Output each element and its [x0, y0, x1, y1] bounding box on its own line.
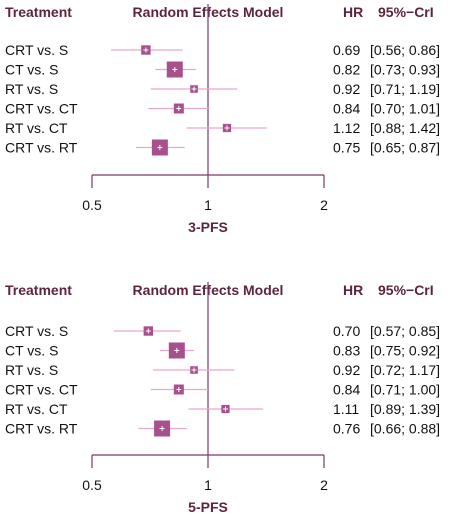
header-hr: HR: [343, 4, 363, 20]
row-hr-value: 1.12: [333, 120, 360, 136]
row-label: CRT vs. RT: [5, 140, 78, 156]
header-hr: HR: [343, 282, 363, 298]
row-credible-interval: [0.71; 1.00]: [370, 382, 440, 398]
x-tick-label: 2: [320, 477, 328, 493]
forest-panel-2: Treatment Random Effects Model HR 95%−CrICR…: [5, 282, 440, 515]
row-label: CT vs. S: [5, 343, 58, 359]
header-treatment: Treatment: [5, 282, 72, 298]
row-credible-interval: [0.71; 1.19]: [370, 81, 440, 97]
row-hr-value: 1.11: [333, 401, 359, 417]
row-hr-value: 0.70: [333, 323, 360, 339]
x-tick-label: 1: [204, 477, 212, 493]
row-hr-value: 0.76: [333, 421, 360, 437]
row-label: CRT vs. RT: [5, 421, 78, 437]
row-hr-value: 0.84: [333, 101, 360, 117]
row-hr-value: 0.69: [333, 42, 360, 58]
row-label: RT vs. CT: [5, 120, 68, 136]
row-credible-interval: [0.66; 0.88]: [370, 421, 440, 437]
x-axis-title: 5-PFS: [188, 499, 228, 515]
header-credible-interval: 95%−CrI: [378, 4, 434, 20]
x-tick-label: 1: [204, 197, 212, 213]
row-label: CT vs. S: [5, 62, 58, 78]
header-credible-interval: 95%−CrI: [378, 282, 434, 298]
header-treatment: Treatment: [5, 4, 72, 20]
row-credible-interval: [0.88; 1.42]: [370, 120, 440, 136]
row-hr-value: 0.83: [333, 343, 360, 359]
row-credible-interval: [0.89; 1.39]: [370, 401, 440, 417]
forest-panel-1: Treatment Random Effects Model HR 95%−CrICR…: [5, 4, 440, 235]
x-axis-title: 3-PFS: [188, 219, 228, 235]
x-tick-label: 0.5: [82, 477, 102, 493]
row-hr-value: 0.92: [333, 362, 360, 378]
row-credible-interval: [0.57; 0.85]: [370, 323, 440, 339]
row-label: RT vs. S: [5, 81, 58, 97]
row-hr-value: 0.92: [333, 81, 360, 97]
row-hr-value: 0.75: [333, 140, 360, 156]
row-credible-interval: [0.72; 1.17]: [370, 362, 440, 378]
row-label: RT vs. S: [5, 362, 58, 378]
row-hr-value: 0.82: [333, 62, 360, 78]
row-hr-value: 0.84: [333, 382, 360, 398]
row-credible-interval: [0.65; 0.87]: [370, 140, 440, 156]
x-tick-label: 2: [320, 197, 328, 213]
x-tick-label: 0.5: [82, 197, 102, 213]
row-credible-interval: [0.56; 0.86]: [370, 42, 440, 58]
row-label: RT vs. CT: [5, 401, 68, 417]
row-label: CRT vs. CT: [5, 382, 78, 398]
row-credible-interval: [0.73; 0.93]: [370, 62, 440, 78]
row-credible-interval: [0.70; 1.01]: [370, 101, 440, 117]
row-credible-interval: [0.75; 0.92]: [370, 343, 440, 359]
row-label: CRT vs. S: [5, 42, 68, 58]
row-label: CRT vs. S: [5, 323, 68, 339]
row-label: CRT vs. CT: [5, 101, 78, 117]
